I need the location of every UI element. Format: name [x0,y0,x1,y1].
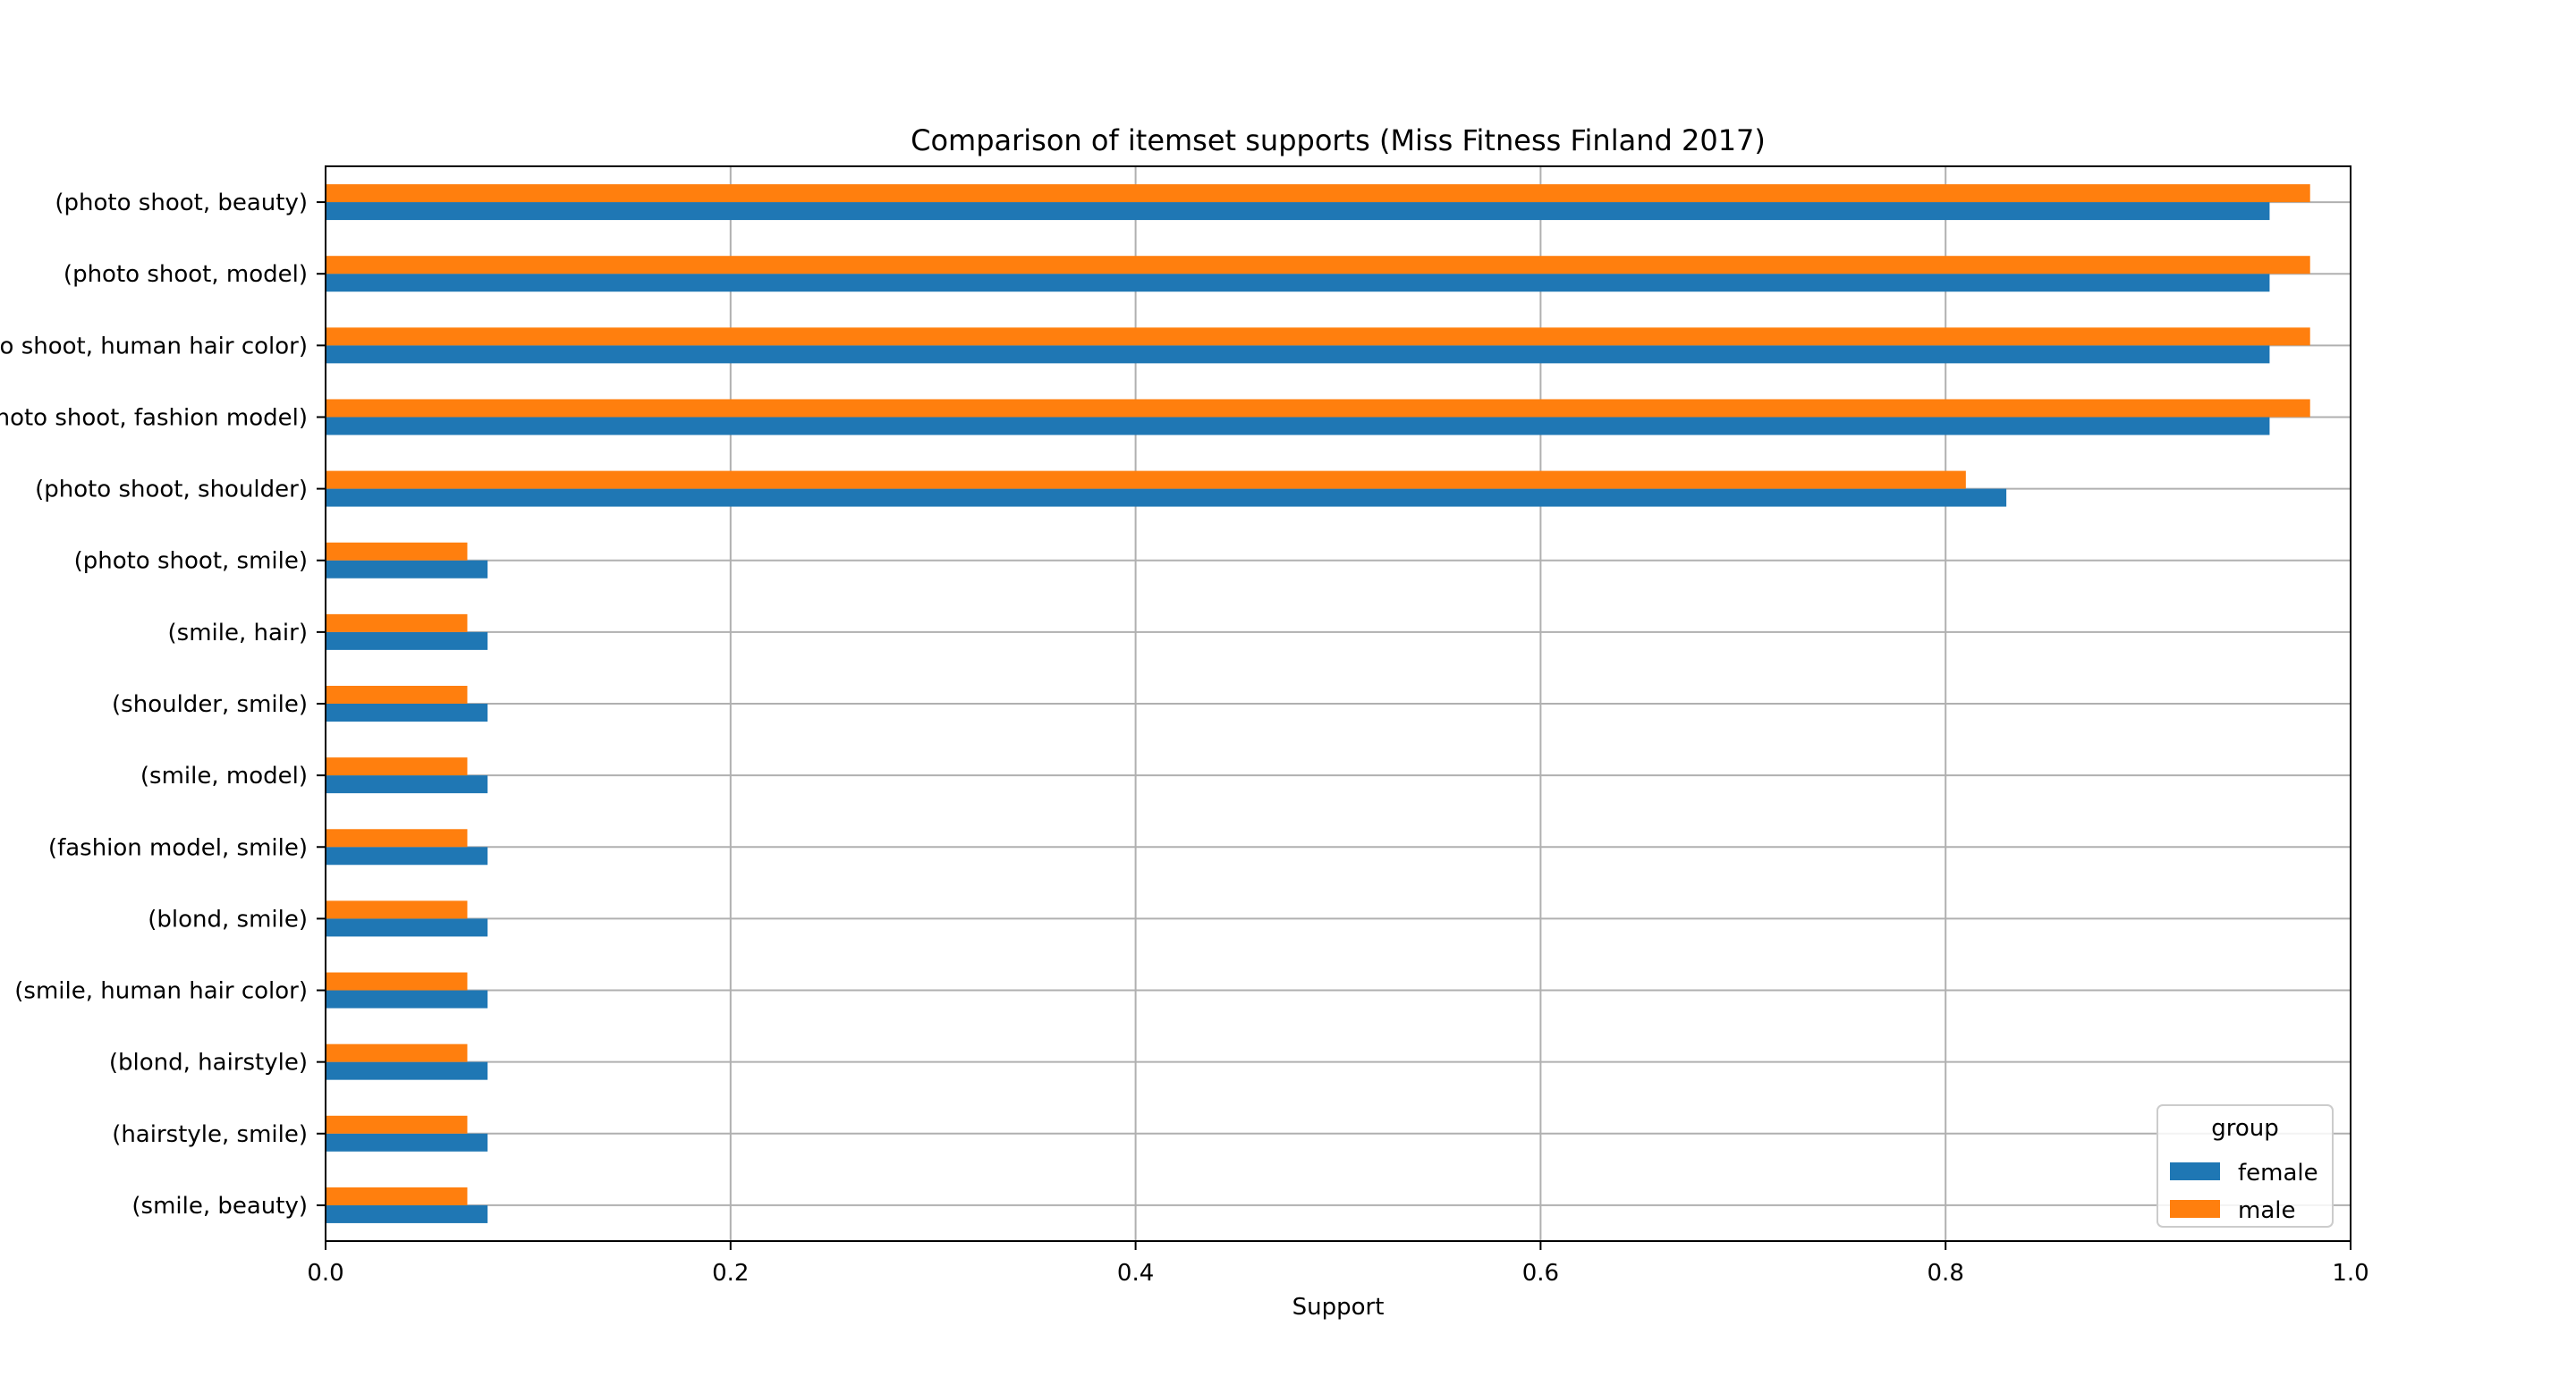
bar-male [326,829,468,848]
x-tick-label: 0.2 [712,1260,749,1287]
bar-female [326,1204,488,1223]
category-label: (blond, hairstyle) [109,1050,308,1077]
category-label: (smile, model) [140,763,308,790]
legend: group female male [2157,1104,2334,1228]
x-axis-label: Support [1292,1294,1385,1321]
category-label: (fashion model, smile) [48,834,308,861]
bar-male [326,1115,468,1134]
legend-title: group [2211,1115,2279,1142]
x-tick-label: 0.8 [1928,1260,1964,1287]
category-label: (blond, smile) [148,906,308,933]
bar-male [326,900,468,919]
bar-female [326,1133,488,1152]
category-label: (hairstyle, smile) [112,1121,308,1148]
plot-area: 0.0 0.2 0.4 0.6 0.8 1.0 (photo shoot, beauty) (… [0,165,2369,1287]
bar-female [326,775,488,794]
legend-label-male: male [2238,1197,2295,1224]
category-label: (photo shoot, human hair color) [0,333,308,359]
category-label: (photo shoot, shoulder) [35,477,308,503]
category-label: (photo shoot, fashion model) [0,404,308,431]
bar-male [326,184,2310,203]
bar-female [326,847,488,866]
bar-male [326,399,2310,418]
bar-male [326,1043,468,1062]
bar-female [326,1061,488,1080]
x-tick-label: 0.6 [1522,1260,1559,1287]
x-tick-label: 0.4 [1117,1260,1154,1287]
category-label: (photo shoot, model) [64,261,308,288]
category-label: (shoulder, smile) [112,691,308,718]
category-label: (smile, human hair color) [14,978,308,1005]
bar-male [326,757,468,776]
chart-title: Comparison of itemset supports (Miss Fit… [911,123,1766,157]
bar-female [326,417,2270,435]
bar-male [326,327,2310,346]
bar-female [326,990,488,1009]
legend-box [2157,1104,2334,1228]
category-label: (smile, hair) [168,620,308,646]
bar-male [326,542,468,561]
bar-female [326,918,488,937]
bar-female [326,345,2270,364]
legend-swatch-male [2170,1200,2220,1218]
bar-male [326,470,1966,489]
bar-female [326,488,2007,507]
bar-female [326,704,488,722]
bar-female [326,202,2270,221]
bar-male [326,1187,468,1205]
x-tick-label: 1.0 [2332,1260,2368,1287]
category-label: (photo shoot, beauty) [55,190,308,216]
bar-female [326,274,2270,292]
bar-male [326,972,468,991]
legend-swatch-female [2170,1162,2220,1180]
bar-female [326,560,488,579]
legend-label-female: female [2238,1160,2318,1187]
x-tick-label: 0.0 [307,1260,343,1287]
bar-male [326,256,2310,275]
bar-female [326,631,488,650]
category-label: (smile, beauty) [131,1193,308,1220]
bar-male [326,613,468,632]
category-label: (photo shoot, smile) [74,548,308,575]
bar-male [326,686,468,704]
